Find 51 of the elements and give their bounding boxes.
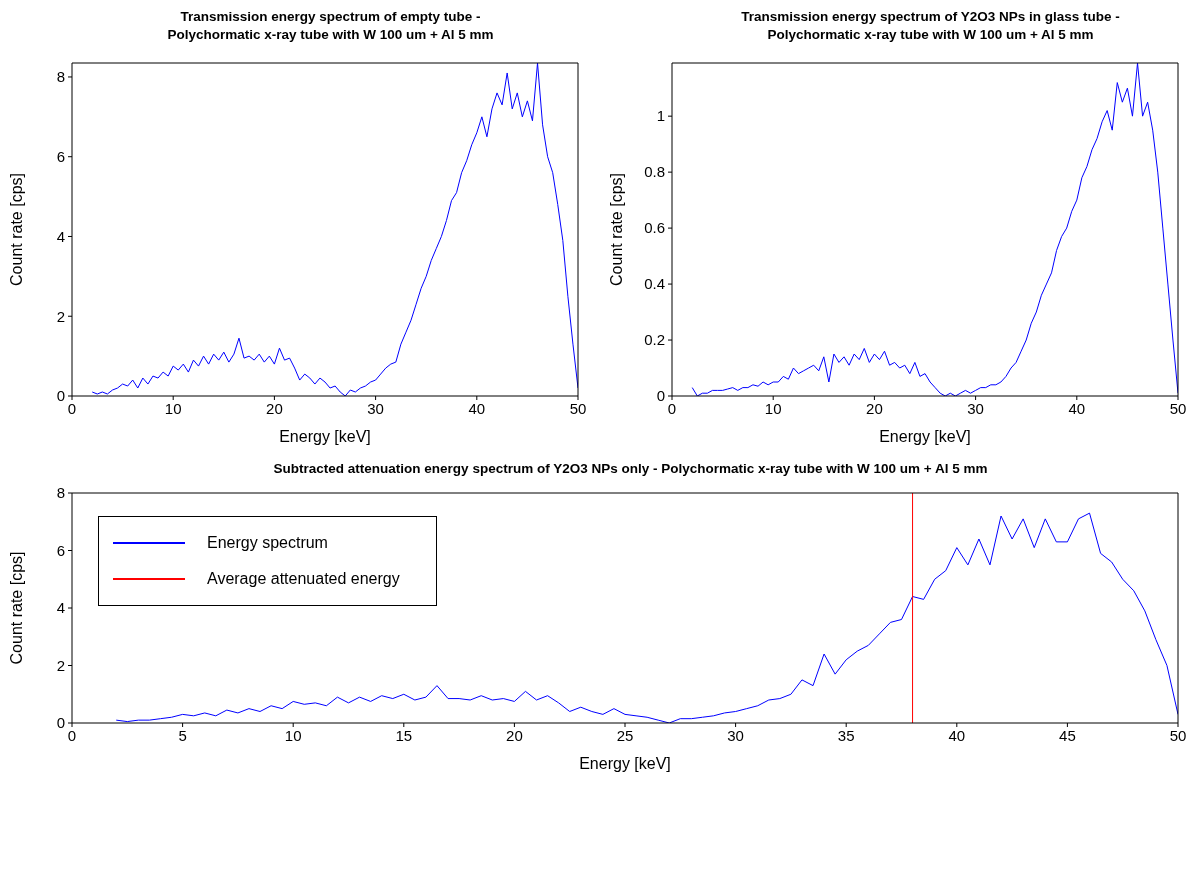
x-tick-label: 50: [1169, 726, 1187, 744]
legend-label: Energy spectrum: [207, 534, 328, 552]
x-tick-label: 30: [367, 399, 384, 417]
y-axis-title: Count rate [cps]: [607, 173, 625, 286]
x-tick-label: 0: [67, 726, 77, 744]
chart-title: Transmission energy spectrum of empty tube - Polychormatic x-ray tube with W 100 um + Al 5 mm: [166, 8, 495, 44]
y-tick-label: 0.8: [644, 163, 665, 181]
y-tick-label: 2: [56, 656, 65, 674]
y-tick-label: 0: [56, 387, 65, 405]
x-axis-title: Energy [keV]: [579, 755, 671, 772]
x-axis-title: Energy [keV]: [279, 428, 371, 445]
x-tick-label: 10: [764, 399, 782, 417]
line-series: [115, 512, 1178, 723]
x-tick-label: 10: [284, 726, 302, 744]
x-tick-label: 30: [727, 726, 744, 744]
x-tick-label: 40: [468, 399, 486, 417]
y-axis-title: Count rate [cps]: [7, 173, 25, 286]
y-tick-label: 0: [656, 387, 665, 405]
x-axis-title: Energy [keV]: [879, 428, 971, 445]
y-tick-label: 0.6: [644, 219, 665, 237]
chart-title: Transmission energy spectrum of Y2O3 NPs in glass tube - Polychormatic x-ray tube with W 100 um + Al 5 mm: [740, 8, 1121, 44]
y-tick-label: 2: [56, 307, 65, 325]
y-tick-label: 6: [56, 541, 65, 559]
y-tick-label: 0.4: [644, 275, 665, 293]
y-tick-label: 0.2: [644, 331, 665, 349]
y-tick-label: 8: [56, 484, 65, 502]
y-axis-title: Count rate [cps]: [7, 551, 25, 665]
x-tick-label: 30: [967, 399, 984, 417]
chart-title: Subtracted attenuation energy spectrum of Y2O3 NPs only - Polychormatic x-ray tube with W 100 um + Al 5 mm: [272, 460, 989, 478]
x-tick-label: 20: [266, 399, 283, 417]
x-tick-label: 5: [178, 726, 187, 744]
x-tick-label: 15: [395, 726, 413, 744]
x-tick-label: 20: [506, 726, 523, 744]
y-tick-label: 1: [656, 107, 665, 125]
x-tick-label: 50: [1169, 399, 1187, 417]
y-tick-label: 4: [56, 227, 65, 245]
x-tick-label: 40: [948, 726, 966, 744]
y-tick-label: 6: [56, 148, 65, 166]
x-tick-label: 0: [67, 399, 77, 417]
x-tick-label: 45: [1059, 726, 1076, 744]
x-tick-label: 10: [164, 399, 182, 417]
x-tick-label: 35: [837, 726, 855, 744]
y-tick-label: 8: [56, 68, 65, 86]
x-tick-label: 50: [569, 399, 587, 417]
x-tick-label: 0: [667, 399, 677, 417]
x-tick-label: 25: [616, 726, 634, 744]
legend-label: Average attenuated energy: [207, 570, 400, 588]
x-tick-label: 40: [1068, 399, 1086, 417]
x-tick-label: 20: [866, 399, 883, 417]
y-tick-label: 0: [56, 714, 65, 732]
y-tick-label: 4: [56, 599, 65, 617]
